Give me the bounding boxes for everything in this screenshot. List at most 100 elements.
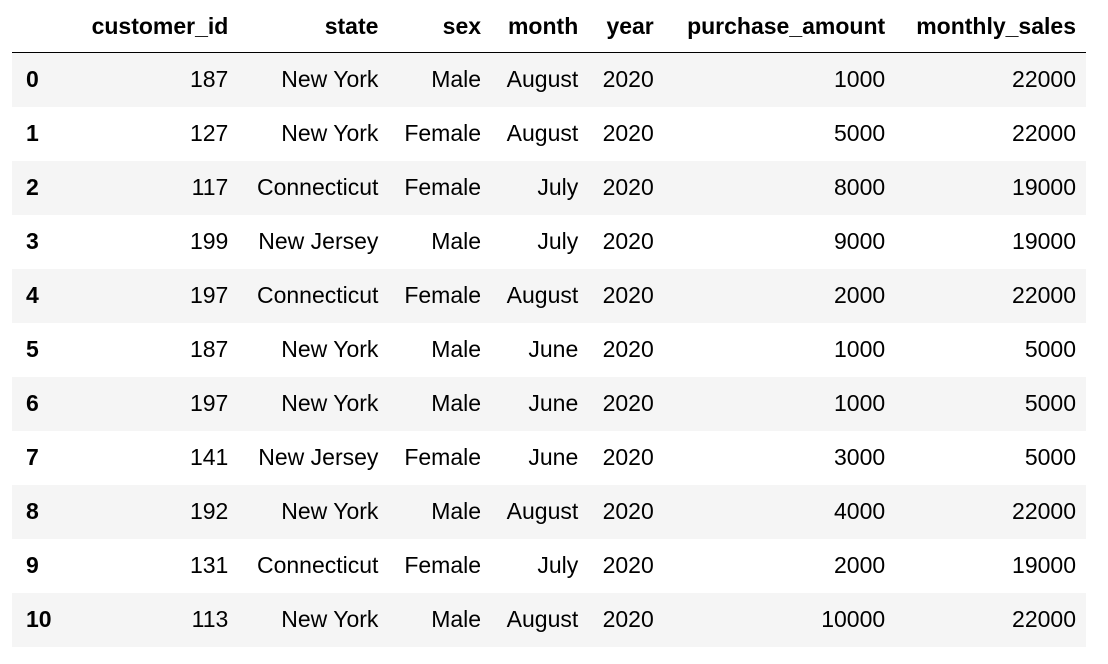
cell-monthly-sales: 19000 (1012, 228, 1076, 254)
cell-year: 2020 (602, 120, 654, 146)
cell-year: 2020 (602, 498, 654, 524)
table-body: 0 187 New York Male August 2020 1000 22000 1 127 N… (12, 52, 1086, 647)
cell-monthly-sales: 22000 (1012, 606, 1076, 632)
row-index: 1 (26, 120, 39, 146)
row-index: 5 (26, 336, 39, 362)
cell-year: 2020 (602, 390, 654, 416)
cell-purchase-amount: 4000 (834, 498, 886, 524)
column-header-purchase-amount: purchase_amount (663, 0, 896, 53)
cell-month: June (528, 390, 579, 416)
cell-customer-id: 187 (189, 336, 229, 362)
column-header-customer-id: customer_id (72, 0, 239, 53)
row-index: 4 (26, 282, 39, 308)
cell-purchase-amount: 2000 (834, 282, 886, 308)
table-row: 10 113 New York Male August 2020 10000 22000 (12, 592, 1086, 647)
cell-sex: Male (431, 390, 482, 416)
cell-purchase-amount: 8000 (834, 174, 886, 200)
cell-state: New York (281, 336, 379, 362)
row-index: 10 (26, 606, 52, 632)
row-index: 3 (26, 228, 39, 254)
row-index: 2 (26, 174, 39, 200)
cell-month: August (506, 498, 579, 524)
cell-month: July (537, 174, 579, 200)
cell-customer-id: 141 (189, 444, 229, 470)
table-row: 1 127 New York Female August 2020 5000 22000 (12, 106, 1086, 161)
cell-customer-id: 197 (189, 282, 229, 308)
cell-sex: Female (404, 444, 482, 470)
cell-state: New York (281, 120, 379, 146)
cell-state: New York (281, 606, 379, 632)
table-row: 4 197 Connecticut Female August 2020 2000 22000 (12, 268, 1086, 323)
cell-year: 2020 (602, 444, 654, 470)
cell-purchase-amount: 1000 (834, 336, 886, 362)
table-row: 6 197 New York Male June 2020 1000 5000 (12, 376, 1086, 431)
cell-customer-id: 117 (191, 174, 229, 200)
cell-customer-id: 187 (189, 66, 229, 93)
cell-month: August (506, 120, 579, 146)
table-row: 8 192 New York Male August 2020 4000 22000 (12, 484, 1086, 539)
cell-state: New York (281, 390, 379, 416)
cell-monthly-sales: 5000 (1024, 390, 1076, 416)
table-row: 9 131 Connecticut Female July 2020 2000 19000 (12, 538, 1086, 593)
table-row: 7 141 New Jersey Female June 2020 3000 5000 (12, 430, 1086, 485)
cell-sex: Female (404, 174, 482, 200)
cell-purchase-amount: 1000 (834, 66, 886, 93)
column-header-sex: sex (388, 0, 492, 53)
cell-purchase-amount: 5000 (834, 120, 886, 146)
cell-purchase-amount: 2000 (834, 552, 886, 578)
cell-year: 2020 (602, 336, 654, 362)
cell-sex: Female (404, 552, 482, 578)
cell-state: New York (281, 498, 379, 524)
cell-month: July (537, 552, 579, 578)
cell-sex: Male (431, 228, 482, 254)
cell-customer-id: 131 (189, 552, 229, 578)
cell-month: June (528, 336, 579, 362)
cell-sex: Female (404, 120, 482, 146)
row-index: 6 (26, 390, 39, 416)
cell-state: Connecticut (256, 282, 379, 308)
cell-monthly-sales: 19000 (1012, 174, 1076, 200)
table-header: customer_id state sex month year purchas… (12, 0, 1086, 53)
cell-customer-id: 113 (191, 606, 229, 632)
cell-customer-id: 192 (189, 498, 229, 524)
cell-sex: Male (431, 66, 482, 93)
cell-state: New York (281, 66, 379, 93)
cell-state: New Jersey (258, 444, 379, 470)
cell-purchase-amount: 9000 (834, 228, 886, 254)
cell-state: Connecticut (256, 174, 379, 200)
cell-sex: Male (431, 606, 482, 632)
header-row: customer_id state sex month year purchas… (12, 0, 1086, 53)
row-index: 7 (26, 444, 39, 470)
cell-state: New Jersey (258, 228, 379, 254)
table-row: 2 117 Connecticut Female July 2020 8000 19000 (12, 160, 1086, 215)
cell-customer-id: 197 (189, 390, 229, 416)
row-index: 8 (26, 498, 39, 524)
column-header-month: month (491, 0, 589, 53)
cell-year: 2020 (602, 282, 654, 308)
dataframe-table: customer_id state sex month year purchas… (12, 0, 1086, 647)
cell-customer-id: 127 (189, 120, 229, 146)
cell-year: 2020 (602, 174, 654, 200)
cell-month: July (537, 228, 579, 254)
cell-month: August (506, 66, 579, 93)
cell-sex: Male (431, 336, 482, 362)
table-row: 5 187 New York Male June 2020 1000 5000 (12, 322, 1086, 377)
cell-year: 2020 (602, 66, 654, 93)
cell-customer-id: 199 (189, 228, 229, 254)
cell-monthly-sales: 22000 (1012, 498, 1076, 524)
cell-monthly-sales: 22000 (1012, 66, 1076, 93)
table-row: 3 199 New Jersey Male July 2020 9000 19000 (12, 214, 1086, 269)
cell-monthly-sales: 5000 (1024, 444, 1076, 470)
cell-month: June (528, 444, 579, 470)
cell-year: 2020 (602, 228, 654, 254)
cell-year: 2020 (602, 606, 654, 632)
cell-sex: Male (431, 498, 482, 524)
table-row: 0 187 New York Male August 2020 1000 22000 (12, 52, 1086, 107)
cell-sex: Female (404, 282, 482, 308)
cell-purchase-amount: 1000 (834, 390, 886, 416)
dataframe-output: customer_id state sex month year purchas… (12, 0, 1086, 647)
cell-monthly-sales: 19000 (1012, 552, 1076, 578)
cell-monthly-sales: 5000 (1024, 336, 1076, 362)
cell-purchase-amount: 3000 (834, 444, 886, 470)
column-header-state: state (238, 0, 389, 53)
